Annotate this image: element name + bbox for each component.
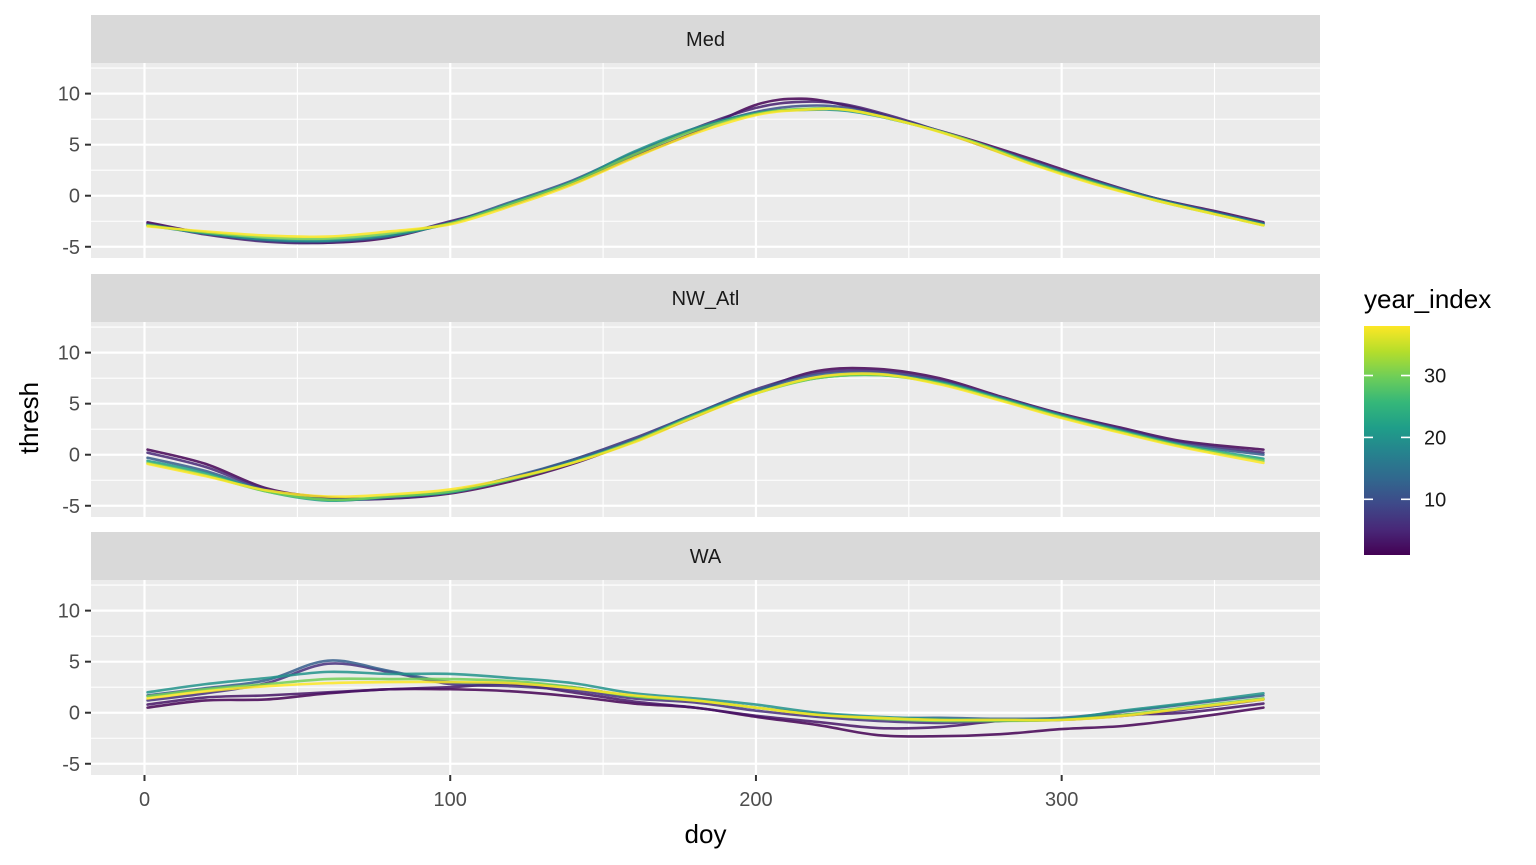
y-tick-label: -5 (62, 496, 80, 518)
y-axis-title: thresh (14, 382, 44, 454)
y-tick-label: -5 (62, 237, 80, 259)
x-axis-title: doy (685, 819, 727, 849)
panel-background (91, 63, 1320, 258)
series-lines (146, 366, 1265, 503)
y-tick-label: -5 (62, 754, 80, 776)
series-line-year-38 (146, 107, 1265, 239)
y-tick-label: 5 (69, 135, 80, 157)
y-tick-label: 10 (58, 601, 80, 623)
y-tick-label: 0 (69, 186, 80, 208)
x-tick-label: 200 (739, 789, 772, 811)
facet-strip-label: WA (690, 546, 722, 568)
x-tick-label: 100 (434, 789, 467, 811)
facet-panel-med: Med (91, 15, 1320, 258)
legend-break-label: 30 (1424, 366, 1446, 388)
facet-panel-wa: WA (91, 532, 1320, 775)
series-line-year-38 (146, 372, 1265, 499)
legend-break-label: 10 (1424, 489, 1446, 511)
y-tick-label: 5 (69, 394, 80, 416)
facet-strip-label: NW_Atl (672, 288, 740, 310)
legend-colorbar (1364, 326, 1410, 555)
y-tick-label: 10 (58, 84, 80, 106)
series-lines (146, 97, 1265, 245)
panel-background (91, 322, 1320, 517)
y-tick-label: 5 (69, 652, 80, 674)
legend-title: year_index (1364, 284, 1491, 314)
panel-background (91, 580, 1320, 775)
y-tick-label: 10 (58, 343, 80, 365)
facet-strip-label: Med (686, 29, 725, 51)
y-tick-label: 0 (69, 445, 80, 467)
x-tick-label: 0 (139, 789, 150, 811)
facet-strip (91, 15, 1320, 63)
x-tick-label: 300 (1045, 789, 1078, 811)
facet-strip (91, 274, 1320, 322)
y-tick-label: 0 (69, 703, 80, 725)
legend-break-label: 20 (1424, 427, 1446, 449)
series-lines (146, 659, 1265, 738)
series-line-year-38 (146, 680, 1265, 722)
facet-strip (91, 532, 1320, 580)
facet-panel-nw-atl: NW_Atl (91, 274, 1320, 517)
